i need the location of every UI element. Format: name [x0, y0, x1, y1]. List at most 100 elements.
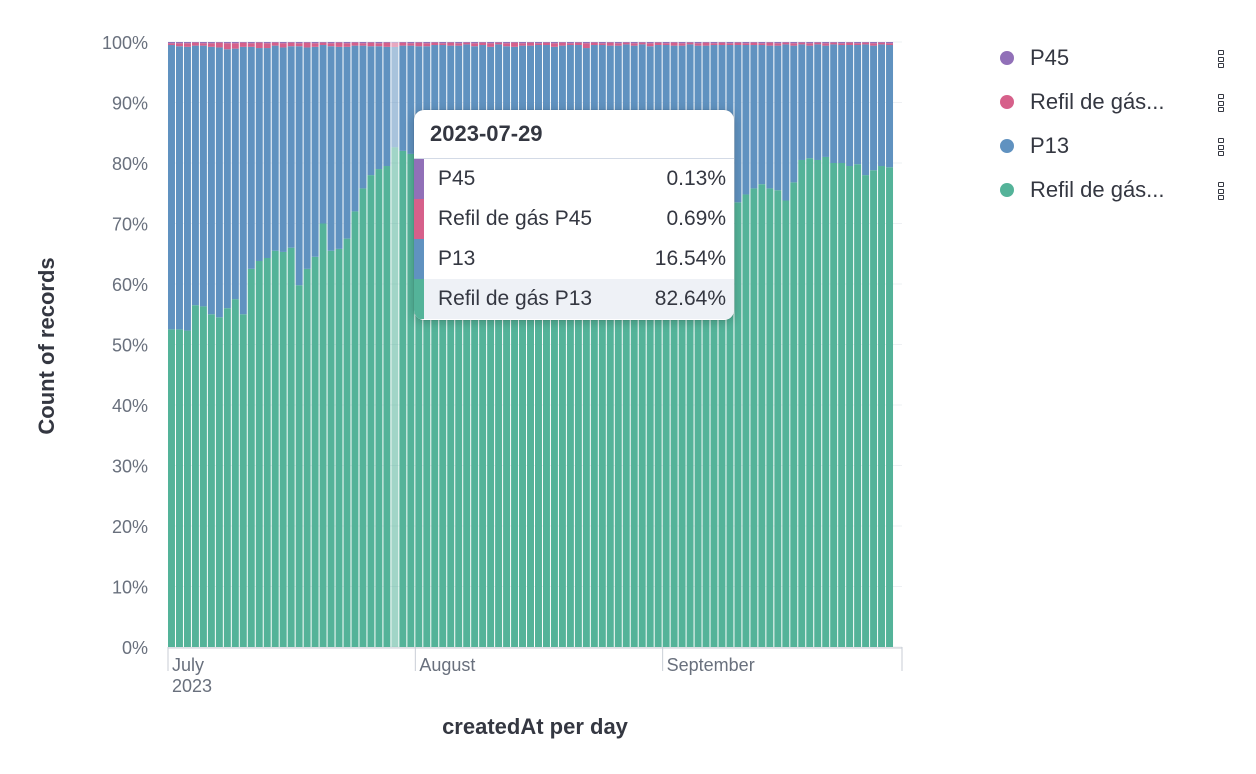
bar-segment[interactable] — [415, 42, 423, 43]
bar-segment[interactable] — [574, 188, 582, 647]
bar-segment[interactable] — [239, 46, 247, 315]
bar-segment[interactable] — [638, 200, 646, 647]
bar-segment[interactable] — [638, 42, 646, 45]
bar-segment[interactable] — [878, 42, 886, 43]
bar-segment[interactable] — [646, 42, 654, 44]
bar-segment[interactable] — [846, 42, 854, 46]
bar-segment[interactable] — [758, 184, 766, 647]
bar-segment[interactable] — [463, 167, 471, 647]
bar-segment[interactable] — [527, 179, 534, 647]
bar-segment[interactable] — [622, 42, 630, 45]
bar-segment[interactable] — [487, 43, 495, 47]
bar-segment[interactable] — [806, 43, 814, 46]
bar-segment[interactable] — [415, 156, 423, 647]
bar-segment[interactable] — [247, 42, 255, 44]
bar-segment[interactable] — [479, 42, 487, 43]
bar-segment[interactable] — [678, 42, 686, 44]
bar-segment[interactable] — [798, 42, 806, 43]
bar-segment[interactable] — [686, 42, 694, 43]
bar-segment[interactable] — [542, 42, 550, 43]
bar-segment[interactable] — [455, 45, 463, 167]
bar-segment[interactable] — [646, 202, 654, 647]
bar-segment[interactable] — [798, 44, 806, 160]
bar-segment[interactable] — [862, 42, 870, 43]
bar-segment[interactable] — [606, 42, 614, 46]
bar-segment[interactable] — [168, 42, 175, 44]
bar-segment[interactable] — [447, 164, 455, 647]
bar-segment[interactable] — [335, 42, 343, 43]
bar-segment[interactable] — [375, 43, 383, 47]
bar-segment[interactable] — [830, 42, 838, 45]
bar-segment[interactable] — [407, 42, 415, 44]
bar-segment[interactable] — [558, 185, 566, 648]
bar-segment[interactable] — [287, 42, 295, 43]
bar-segment[interactable] — [375, 46, 383, 170]
bar-segment[interactable] — [391, 46, 399, 148]
bar-segment[interactable] — [279, 251, 287, 647]
bar-segment[interactable] — [391, 42, 399, 43]
bar-segment[interactable] — [598, 193, 606, 647]
bar-segment[interactable] — [782, 44, 790, 201]
bar-segment[interactable] — [718, 42, 726, 46]
bar-segment[interactable] — [255, 42, 263, 49]
bar-segment[interactable] — [191, 42, 199, 43]
bar-segment[interactable] — [207, 43, 215, 47]
bar-segment[interactable] — [375, 169, 383, 648]
bar-segment[interactable] — [423, 46, 431, 159]
bar-segment[interactable] — [215, 317, 223, 647]
bar-segment[interactable] — [343, 43, 351, 47]
bar-segment[interactable] — [503, 175, 511, 647]
bar-segment[interactable] — [255, 48, 263, 262]
bar-segment[interactable] — [223, 43, 231, 50]
bar-segment[interactable] — [439, 45, 447, 163]
bar-segment[interactable] — [654, 200, 662, 647]
bar-segment[interactable] — [830, 163, 838, 647]
bar-segment[interactable] — [327, 43, 335, 47]
bar-segment[interactable] — [447, 45, 455, 165]
bar-segment[interactable] — [375, 42, 383, 44]
bar-segment[interactable] — [503, 43, 511, 47]
bar-segment[interactable] — [447, 42, 455, 46]
legend-item-p45[interactable]: P45 — [996, 36, 1236, 80]
bar-segment[interactable] — [670, 195, 678, 648]
bar-segment[interactable] — [830, 44, 838, 163]
bar-segment[interactable] — [439, 163, 447, 647]
bar-segment[interactable] — [766, 45, 774, 189]
bar-segment[interactable] — [431, 42, 439, 46]
vertical-dots-icon[interactable] — [1218, 50, 1224, 68]
bar-segment[interactable] — [742, 194, 750, 647]
bar-segment[interactable] — [223, 42, 231, 44]
bar-segment[interactable] — [439, 42, 447, 44]
bar-segment[interactable] — [854, 45, 862, 165]
bar-segment[interactable] — [471, 46, 479, 170]
bar-segment[interactable] — [550, 42, 558, 44]
bar-segment[interactable] — [399, 45, 407, 151]
bar-segment[interactable] — [798, 42, 806, 45]
bar-segment[interactable] — [806, 158, 814, 647]
bar-segment[interactable] — [822, 45, 830, 157]
bar-segment[interactable] — [463, 42, 471, 45]
bar-segment[interactable] — [199, 43, 207, 46]
bar-segment[interactable] — [726, 42, 734, 44]
bar-segment[interactable] — [303, 47, 311, 269]
bar-segment[interactable] — [870, 45, 878, 171]
bar-segment[interactable] — [542, 182, 550, 648]
bar-segment[interactable] — [447, 42, 455, 43]
bar-segment[interactable] — [327, 46, 335, 251]
bar-segment[interactable] — [479, 170, 487, 647]
bar-segment[interactable] — [758, 42, 766, 44]
bar-segment[interactable] — [886, 43, 894, 46]
bar-segment[interactable] — [471, 169, 479, 648]
bar-segment[interactable] — [766, 42, 774, 46]
bar-segment[interactable] — [487, 172, 495, 647]
bar-segment[interactable] — [846, 42, 854, 43]
bar-segment[interactable] — [175, 329, 183, 648]
bar-segment[interactable] — [263, 42, 271, 44]
bar-segment[interactable] — [487, 42, 495, 44]
bar-segment[interactable] — [622, 197, 630, 648]
bar-segment[interactable] — [423, 42, 431, 44]
bar-segment[interactable] — [678, 43, 686, 46]
bar-segment[interactable] — [383, 42, 391, 43]
bar-segment[interactable] — [231, 299, 239, 648]
bar-segment[interactable] — [742, 42, 750, 44]
